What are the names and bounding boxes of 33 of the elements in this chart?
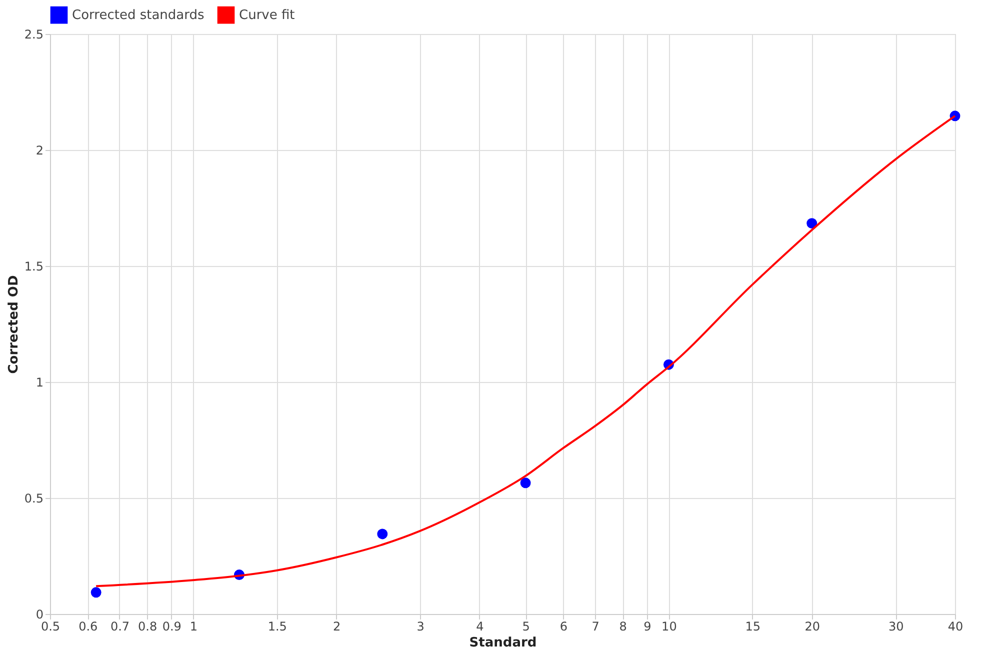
x-axis-title: Standard xyxy=(469,636,537,650)
legend-label: Curve fit xyxy=(239,8,295,24)
x-tick-label: 1 xyxy=(190,620,198,634)
y-tick-label: 1.5 xyxy=(24,260,44,274)
x-tick-label: 9 xyxy=(644,620,652,634)
y-tick-label: 0 xyxy=(36,608,44,622)
point xyxy=(520,478,531,488)
x-tick-label: 20 xyxy=(804,620,820,634)
point xyxy=(806,218,818,229)
x-tick-label: 15 xyxy=(745,620,761,634)
point xyxy=(90,587,102,598)
y-axis-title: Corrected OD xyxy=(6,275,22,374)
x-tick-label: 40 xyxy=(948,620,964,634)
x-tick-label: 8 xyxy=(619,620,627,634)
y-tick-label: 2 xyxy=(36,144,44,158)
x-tick-label: 5 xyxy=(522,620,530,634)
x-tick-label: 0.6 xyxy=(78,620,98,634)
x-tick-label: 10 xyxy=(662,620,677,634)
x-tick-label: 1.5 xyxy=(268,620,287,634)
x-tick-label: 2 xyxy=(332,620,341,634)
x-tick-label: 4 xyxy=(476,620,484,634)
x-tick-label: 0.7 xyxy=(110,620,130,634)
legend-label: Corrected standards xyxy=(72,8,204,24)
x-tick-label: 6 xyxy=(560,620,568,634)
x-tick-label: 0.8 xyxy=(138,620,158,634)
point xyxy=(377,528,388,540)
x-tick-label: 30 xyxy=(888,620,904,634)
y-tick-label: 0.5 xyxy=(24,492,44,506)
x-tick-label: 0.9 xyxy=(162,620,182,634)
y-tick-label: 2.5 xyxy=(24,28,44,42)
x-tick-label: 3 xyxy=(416,620,424,634)
y-tick-label: 1 xyxy=(36,376,44,390)
x-tick-label: 7 xyxy=(592,620,600,634)
